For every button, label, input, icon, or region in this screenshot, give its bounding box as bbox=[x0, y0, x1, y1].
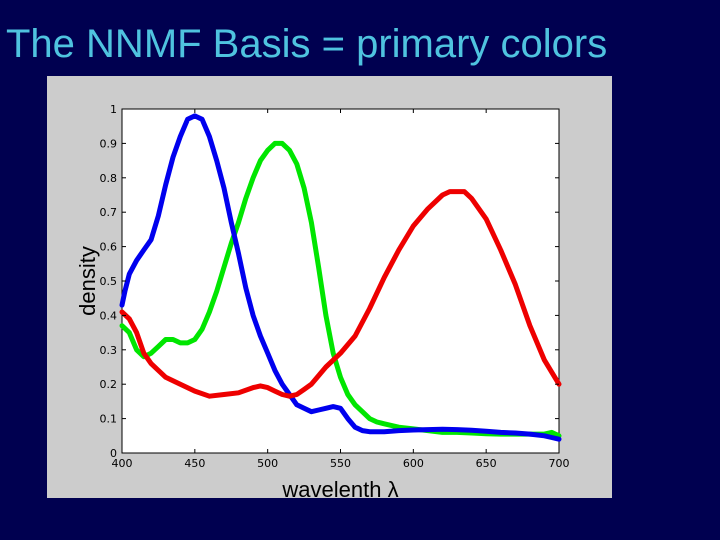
series-line bbox=[119, 113, 562, 442]
tick-layer: 0 0.1 0.2 0.3 0.4 0.5 0.6 0.7 0.8 0.9 1 400 450 500 55… bbox=[100, 103, 570, 470]
x-tick-label: 450 bbox=[184, 457, 205, 470]
y-tick-label: 0 bbox=[110, 447, 117, 460]
x-tick-label: 700 bbox=[549, 457, 570, 470]
slide-title: The NNMF Basis = primary colors bbox=[6, 22, 608, 66]
x-tick-label: 400 bbox=[112, 457, 133, 470]
y-tick-label: 0.4 bbox=[100, 309, 118, 322]
y-axis-label: density bbox=[75, 246, 100, 316]
y-tick-label: 1 bbox=[110, 103, 117, 116]
y-tick-label: 0.1 bbox=[100, 413, 118, 426]
x-tick-label: 550 bbox=[330, 457, 351, 470]
x-tick-label: 500 bbox=[257, 457, 278, 470]
series-line bbox=[119, 140, 562, 439]
plot-area bbox=[121, 108, 560, 454]
series-layer bbox=[119, 113, 562, 442]
y-tick-label: 0.2 bbox=[100, 378, 118, 391]
y-tick-label: 0.7 bbox=[100, 206, 118, 219]
y-tick-label: 0.5 bbox=[100, 275, 118, 288]
y-tick-label: 0.9 bbox=[100, 137, 118, 150]
y-tick-label: 0.8 bbox=[100, 172, 118, 185]
series-line bbox=[119, 189, 562, 399]
x-axis-label: wavelenth λ bbox=[281, 477, 398, 498]
y-tick-label: 0.3 bbox=[100, 344, 118, 357]
figure-panel: 0 0.1 0.2 0.3 0.4 0.5 0.6 0.7 0.8 0.9 1 400 450 500 55… bbox=[47, 76, 612, 498]
y-tick-label: 0.6 bbox=[100, 241, 118, 254]
density-chart: 0 0.1 0.2 0.3 0.4 0.5 0.6 0.7 0.8 0.9 1 400 450 500 55… bbox=[75, 103, 570, 498]
x-tick-label: 650 bbox=[476, 457, 497, 470]
x-tick-label: 600 bbox=[403, 457, 424, 470]
